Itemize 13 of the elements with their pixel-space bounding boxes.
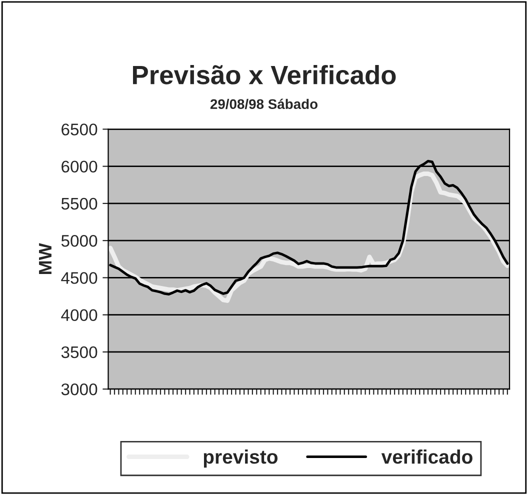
chart-title: Previsão x Verificado: [133, 65, 396, 84]
y-tick-label: 4000: [61, 309, 98, 322]
y-tick-label: 5000: [61, 234, 98, 247]
y-tick-label: 6500: [62, 124, 98, 136]
y-tick-label: 4500: [61, 272, 98, 284]
legend-label: previsto: [204, 449, 278, 468]
chart-subtitle: 29/08/98 Sábado: [210, 98, 318, 110]
y-tick-label: 5500: [61, 198, 98, 210]
y-axis-title: MW: [39, 243, 52, 274]
legend-label: verificado: [381, 449, 472, 464]
y-tick-label: 3000: [61, 383, 98, 396]
y-tick-label: 6000: [62, 160, 98, 173]
y-tick-label: 3500: [61, 346, 98, 358]
